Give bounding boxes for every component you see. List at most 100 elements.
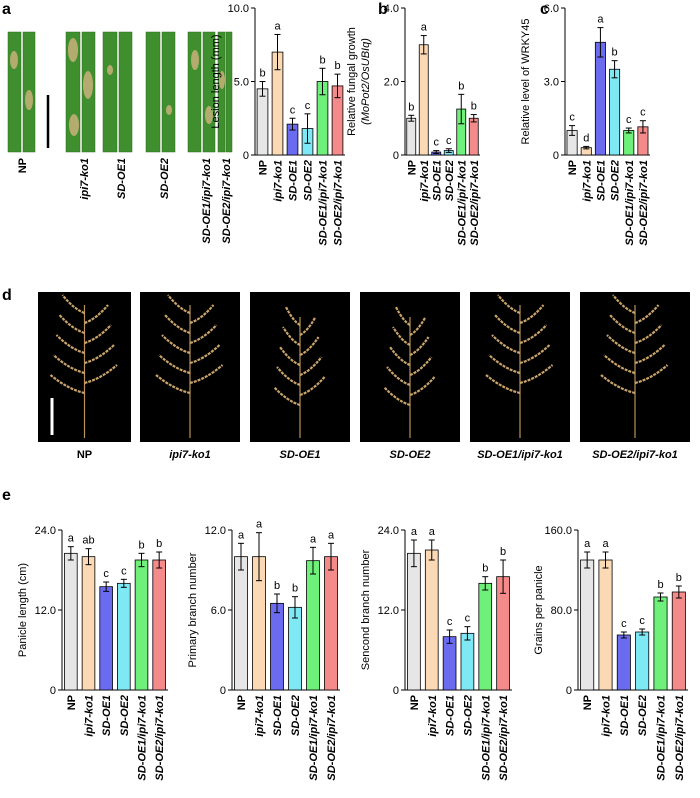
panicle-branch bbox=[164, 314, 191, 335]
bar bbox=[478, 582, 493, 691]
panicle-branch bbox=[634, 324, 663, 345]
panicle-branch bbox=[395, 306, 411, 326]
panicle-branch bbox=[299, 376, 326, 397]
significance-letter: a bbox=[597, 14, 604, 26]
x-tick-label: NP bbox=[236, 695, 248, 710]
significance-letter: a bbox=[328, 529, 335, 541]
panicle-branch bbox=[84, 344, 115, 365]
y-tick-label: 12.0 bbox=[35, 605, 56, 617]
x-tick-label: SD-OE2/ipi7-ko1 bbox=[674, 695, 686, 781]
x-tick-label: SD-OE2/ipi7-ko1 bbox=[154, 695, 166, 781]
panicle-branch bbox=[276, 366, 301, 387]
x-tick-label: SD-OE2 bbox=[303, 160, 315, 201]
y-axis-label: Primary branch number bbox=[187, 552, 199, 667]
significance-letter: a bbox=[602, 538, 609, 550]
panicle-branch bbox=[612, 294, 636, 315]
y-axis-label: Grains per panicle bbox=[533, 565, 545, 654]
y-axis-label: Panicle length (cm) bbox=[17, 563, 29, 657]
bar bbox=[609, 68, 621, 156]
significance-letter: c bbox=[465, 613, 471, 625]
y-tick-label: 3.0 bbox=[544, 77, 559, 89]
panicle-branch bbox=[392, 326, 411, 346]
bar bbox=[288, 606, 302, 691]
significance-letter: a bbox=[584, 538, 591, 550]
panicle-branch bbox=[279, 346, 301, 367]
bar bbox=[623, 130, 635, 156]
bar bbox=[406, 117, 417, 156]
y-tick-label: 24.0 bbox=[378, 525, 399, 537]
bar bbox=[653, 596, 668, 691]
panicle-branch bbox=[409, 376, 436, 397]
significance-letter: b bbox=[292, 583, 298, 595]
bar bbox=[152, 559, 166, 691]
significance-letter: a bbox=[411, 526, 418, 538]
x-tick-label: ipi7-ko1 bbox=[84, 695, 96, 737]
photo-label: SD-OE2/ipi7-ko1 bbox=[221, 158, 233, 244]
significance-letter: b bbox=[138, 539, 144, 551]
panicle-branch bbox=[634, 304, 660, 325]
bar bbox=[424, 549, 439, 691]
bar bbox=[580, 559, 595, 691]
significance-letter: b bbox=[156, 538, 162, 550]
y-tick-label: 0 bbox=[393, 685, 399, 697]
panicle-branch bbox=[383, 386, 411, 407]
panicle-branch bbox=[634, 344, 666, 365]
panicle-branch bbox=[519, 324, 548, 345]
y-tick-label: 0 bbox=[220, 685, 226, 697]
significance-letter: b bbox=[259, 68, 265, 80]
bar bbox=[117, 582, 131, 691]
panicle-branch bbox=[519, 364, 554, 385]
panicle-branch bbox=[606, 334, 636, 355]
photo-label: ipi7-ko1 bbox=[169, 449, 211, 461]
bar bbox=[460, 632, 475, 691]
x-tick-label: SD-OE1/ipi7-ko1 bbox=[308, 695, 320, 781]
panicle-branch bbox=[155, 374, 191, 395]
leaf-photo bbox=[5, 30, 233, 153]
panicle-branch bbox=[52, 354, 85, 375]
y-tick-label: 0 bbox=[50, 685, 56, 697]
panicle-branch bbox=[609, 314, 636, 335]
y-axis-label: Relative fungal growth bbox=[346, 27, 358, 136]
bar bbox=[81, 556, 96, 691]
bar bbox=[134, 559, 149, 691]
x-tick-label: NP bbox=[406, 160, 418, 175]
significance-letter: a bbox=[256, 519, 263, 531]
x-tick-label: NP bbox=[66, 695, 78, 710]
y-tick-label: 0 bbox=[243, 150, 249, 162]
x-tick-label: SD-OE1 bbox=[595, 160, 607, 201]
x-tick-label: SD-OE2 bbox=[637, 695, 649, 736]
significance-letter: c bbox=[446, 135, 452, 147]
significance-letter: c bbox=[121, 565, 127, 577]
significance-letter: d bbox=[583, 132, 589, 144]
x-tick-label: SD-OE1 bbox=[101, 695, 113, 736]
y-tick-label: 6.0 bbox=[211, 605, 226, 617]
panicle-branch bbox=[299, 356, 323, 377]
bar bbox=[616, 634, 631, 691]
x-tick-label: SD-OE1 bbox=[445, 695, 457, 736]
x-tick-label: SD-OE1 bbox=[431, 160, 443, 201]
x-tick-label: SD-OE2 bbox=[444, 160, 456, 201]
panicle-branch bbox=[167, 294, 191, 315]
significance-letter: c bbox=[447, 616, 453, 628]
panicle-branch bbox=[61, 294, 85, 315]
panicle-branch bbox=[84, 304, 109, 325]
panicle-branch bbox=[189, 304, 215, 325]
photo-label: NP bbox=[17, 158, 29, 173]
photo-label: ipi7-ko1 bbox=[79, 158, 91, 200]
panel-label: b bbox=[378, 1, 388, 18]
y-axis-label: Sencond branch number bbox=[360, 549, 372, 670]
y-tick-label: 12.0 bbox=[205, 525, 226, 537]
significance-letter: b bbox=[657, 579, 663, 591]
x-tick-label: NP bbox=[409, 695, 421, 710]
panicle-branch bbox=[58, 314, 85, 335]
panicle-branch bbox=[189, 344, 221, 365]
significance-letter: c bbox=[434, 137, 440, 149]
panicle-branch bbox=[285, 306, 301, 326]
significance-letter: b bbox=[458, 80, 464, 92]
significance-letter: c bbox=[640, 107, 646, 119]
x-tick-label: SD-OE1/ipi7-ko1 bbox=[656, 695, 668, 781]
y-tick-label: 4.0 bbox=[384, 3, 399, 15]
bar bbox=[407, 552, 421, 691]
significance-letter: a bbox=[68, 533, 75, 545]
photo-label: SD-OE1/ipi7-ko1 bbox=[477, 449, 563, 461]
